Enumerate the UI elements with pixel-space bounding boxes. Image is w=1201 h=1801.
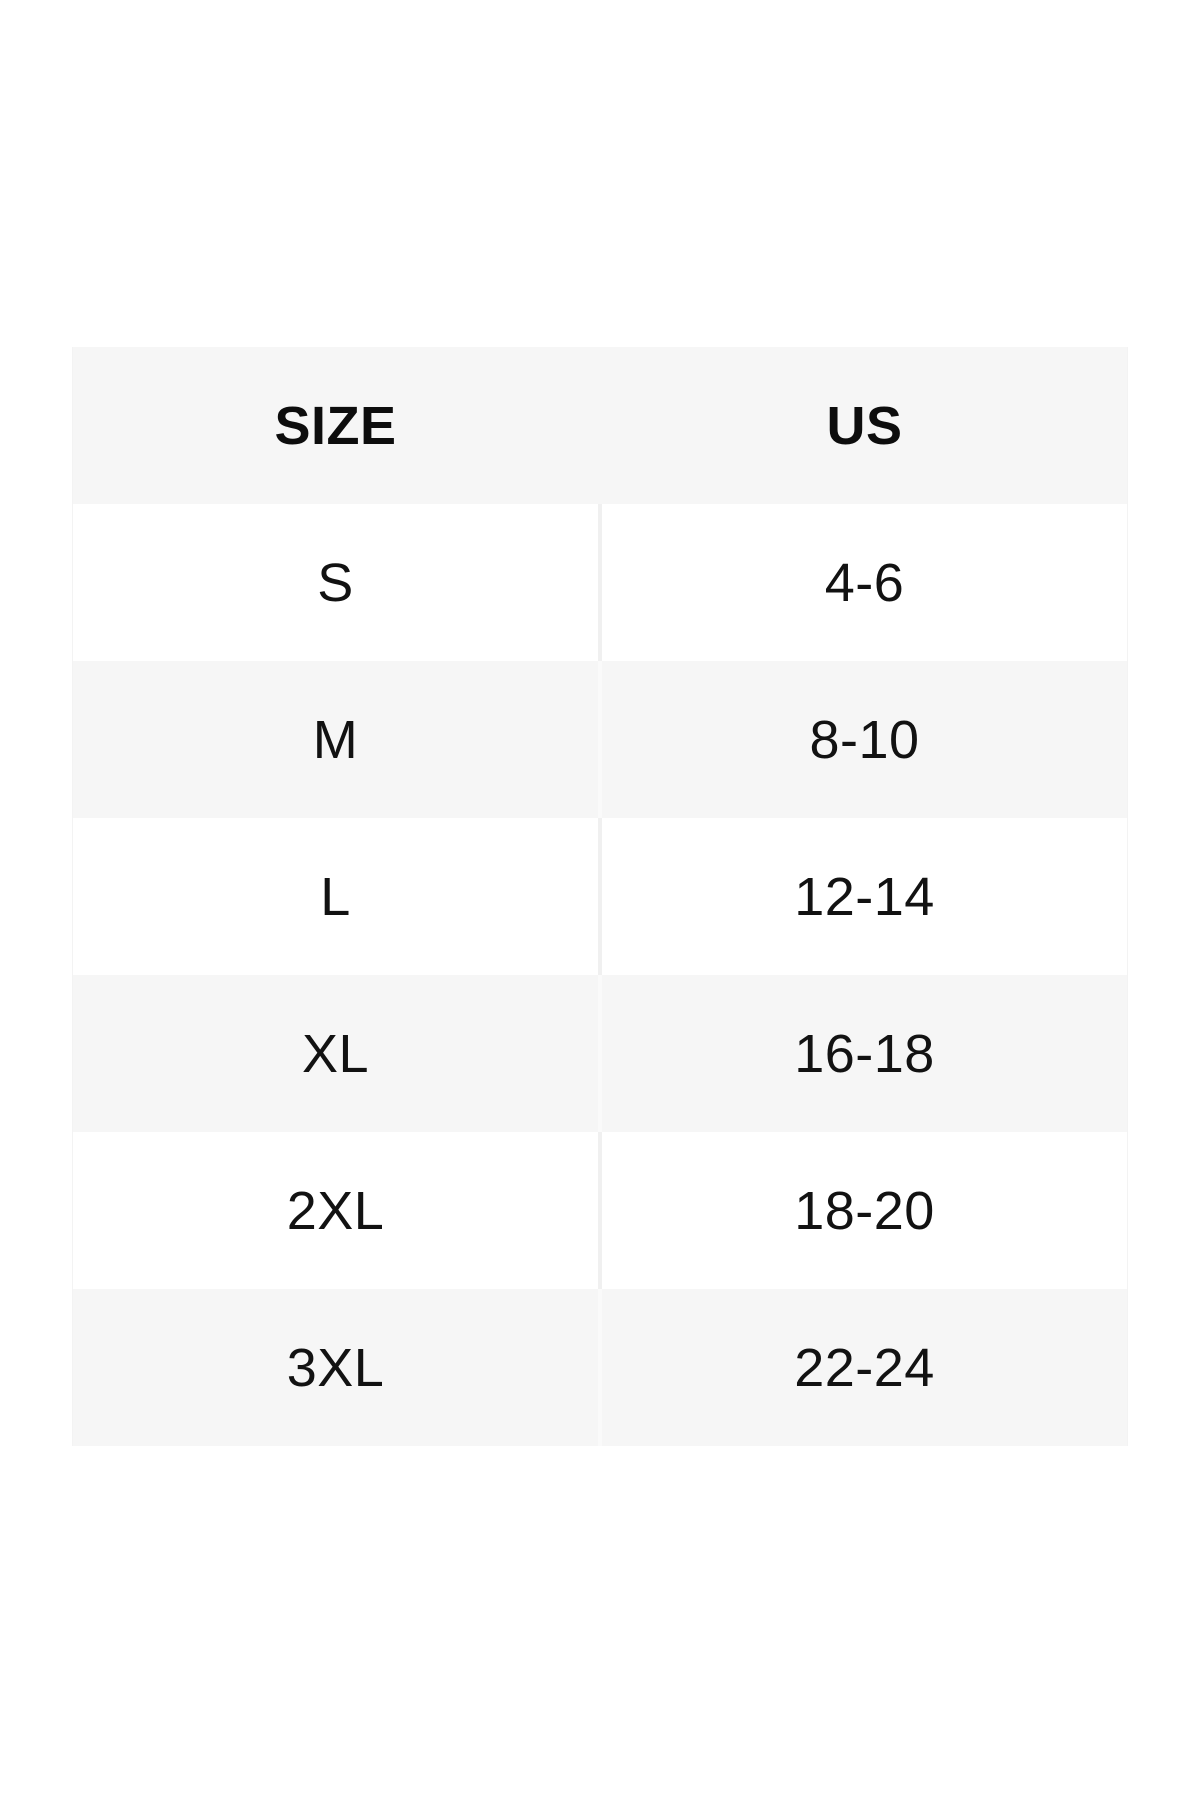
us-cell: 8-10 (809, 709, 920, 770)
size-cell: M (312, 709, 359, 770)
table-row: XL 16-18 (73, 975, 1127, 1132)
size-chart-table: SIZE US S 4-6 M 8-10 L 12-14 XL 16-18 2X… (72, 347, 1128, 1446)
column-divider (598, 818, 602, 975)
table-row: S 4-6 (73, 504, 1127, 661)
table-header-row: SIZE US (73, 347, 1127, 504)
column-divider (598, 1132, 602, 1289)
size-cell: XL (301, 1023, 370, 1084)
size-cell: 3XL (286, 1337, 385, 1398)
table-row: 3XL 22-24 (73, 1289, 1127, 1446)
table-row: L 12-14 (73, 818, 1127, 975)
column-divider (598, 504, 602, 661)
table-row: M 8-10 (73, 661, 1127, 818)
us-cell: 22-24 (794, 1337, 935, 1398)
column-divider (598, 1289, 602, 1446)
column-divider (598, 661, 602, 818)
us-cell: 4-6 (824, 552, 905, 613)
size-cell: L (320, 866, 351, 927)
size-cell: S (317, 552, 354, 613)
us-cell: 12-14 (794, 866, 935, 927)
size-cell: 2XL (286, 1180, 385, 1241)
us-cell: 16-18 (794, 1023, 935, 1084)
table-row: 2XL 18-20 (73, 1132, 1127, 1289)
us-cell: 18-20 (794, 1180, 935, 1241)
header-cell-us: US (826, 395, 903, 456)
column-divider (598, 347, 602, 504)
column-divider (598, 975, 602, 1132)
header-cell-size: SIZE (274, 395, 397, 456)
